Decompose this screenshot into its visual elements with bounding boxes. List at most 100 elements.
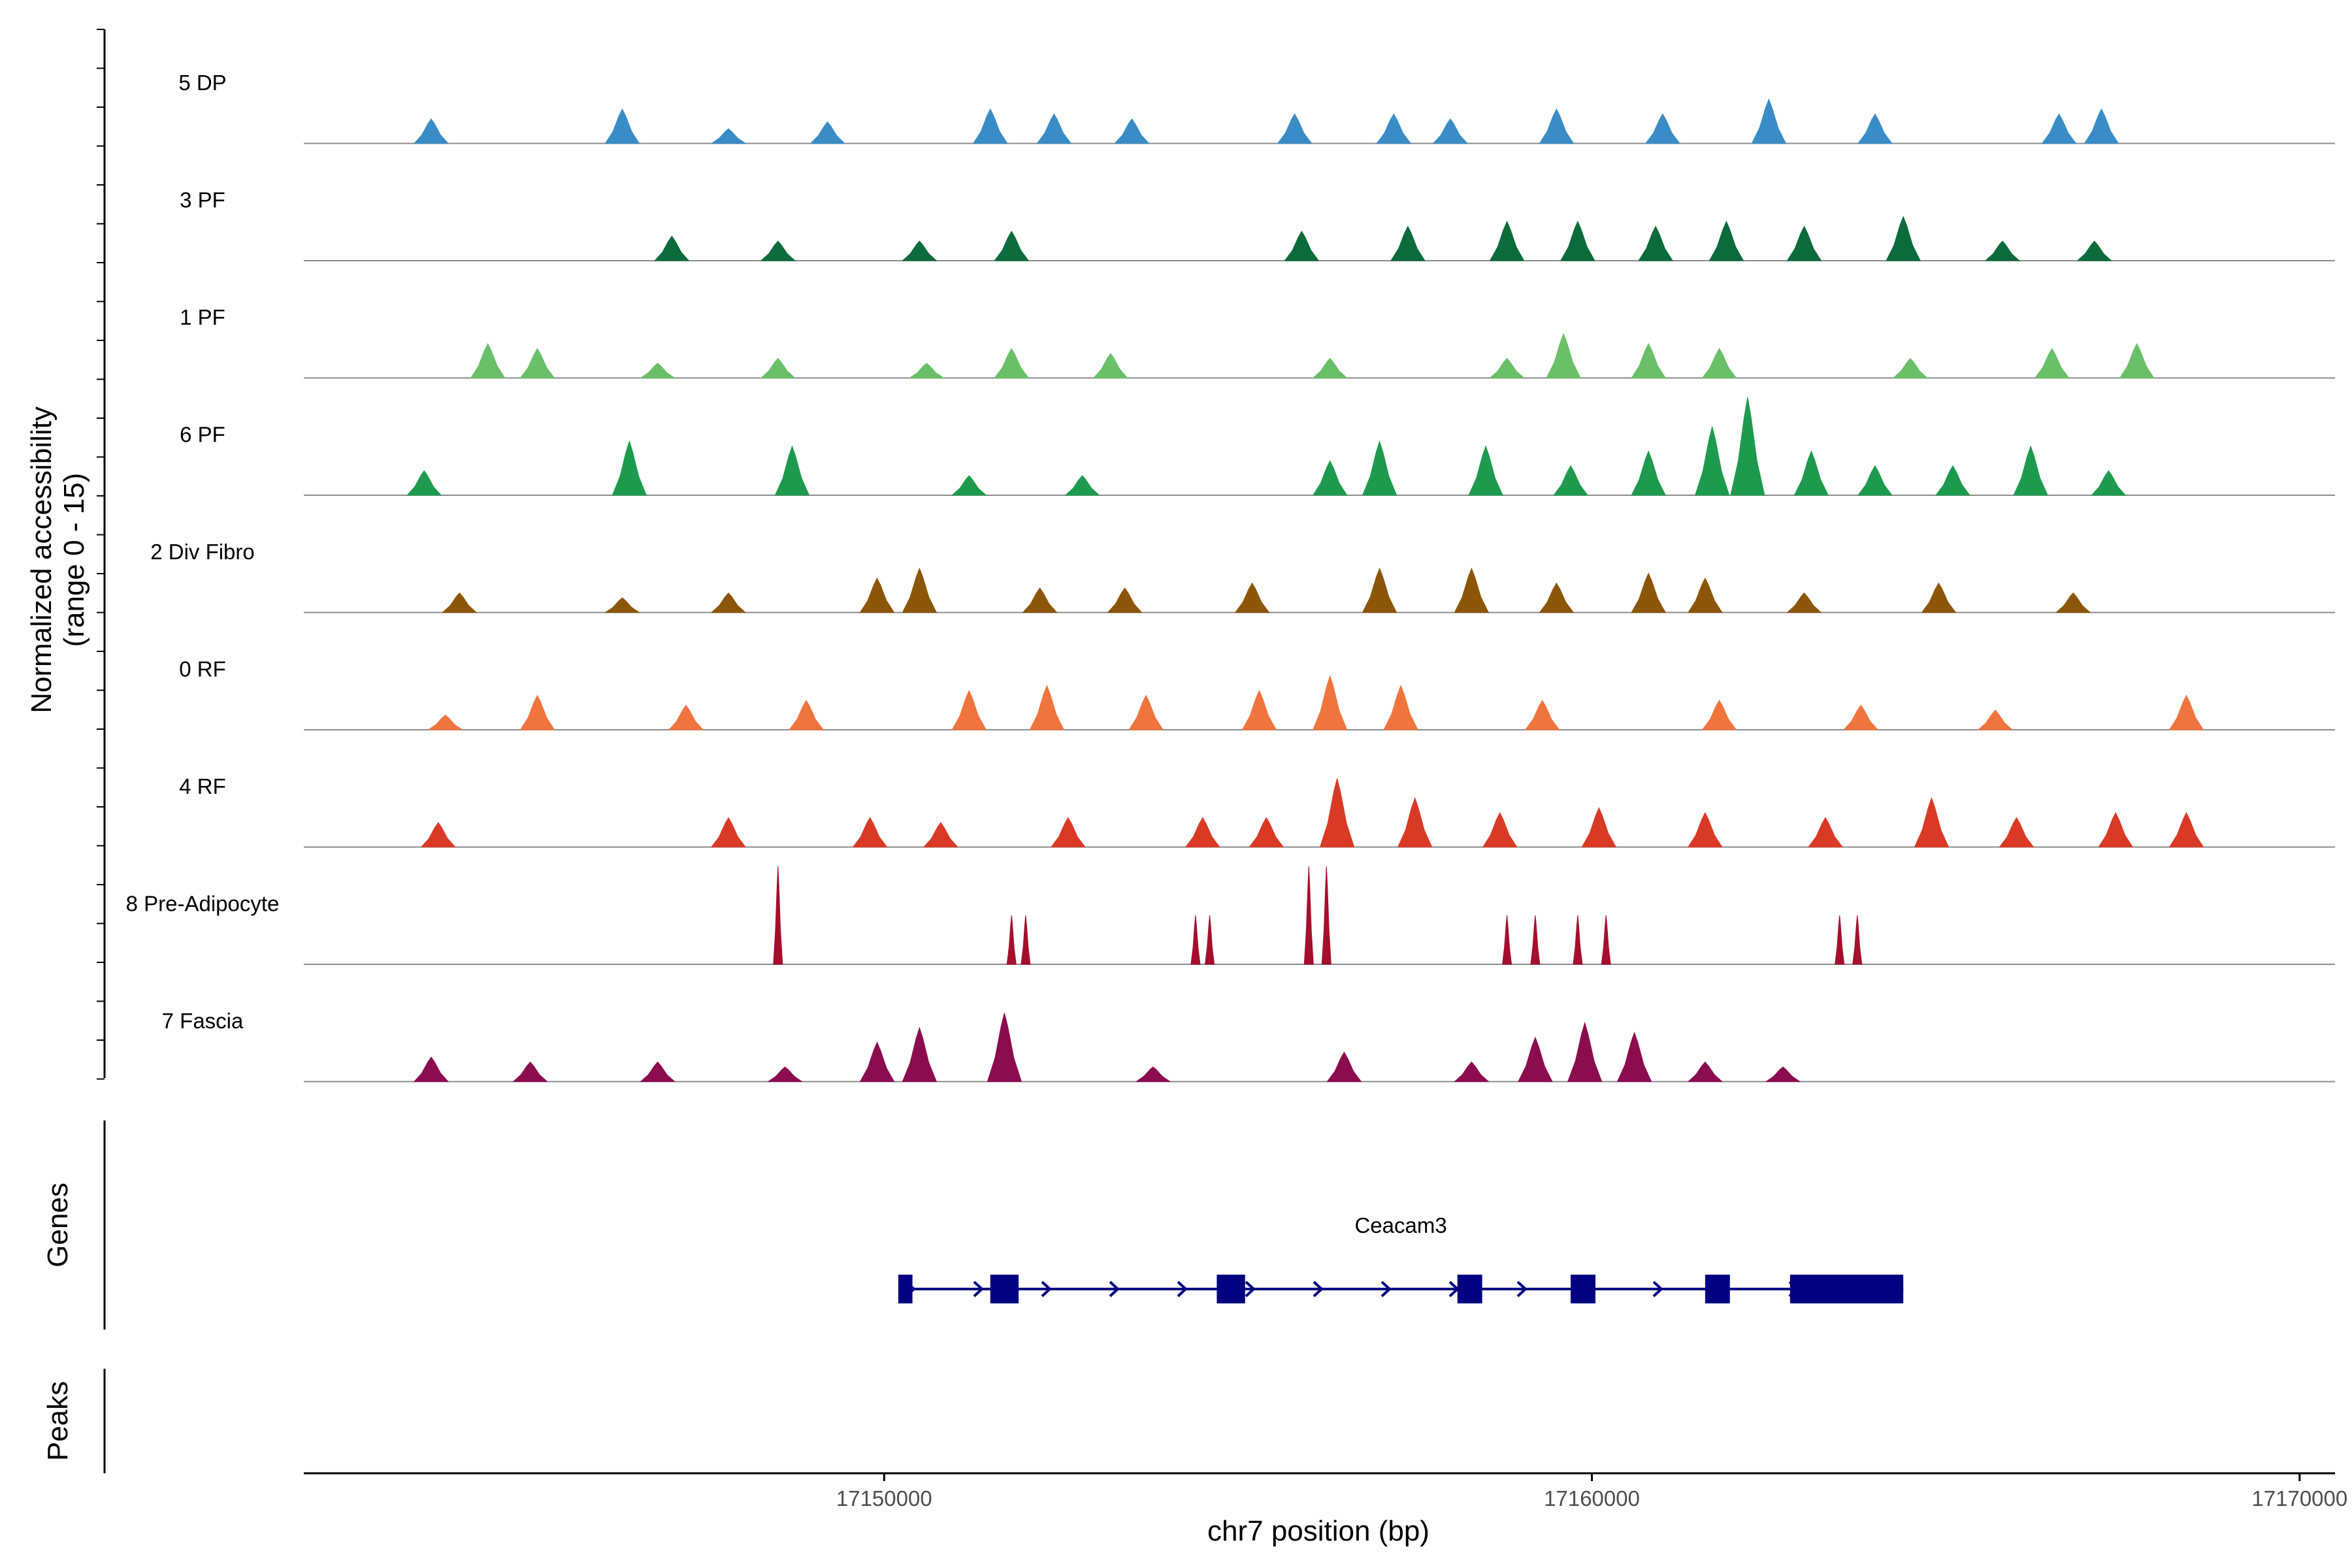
coverage-peak [902, 1026, 938, 1082]
coverage-peak [1312, 674, 1348, 730]
coverage-peak [420, 822, 456, 847]
coverage-peak [766, 1066, 804, 1082]
coverage-peak [1502, 915, 1512, 965]
coverage-peak [1241, 689, 1277, 730]
coverage-peak [1786, 225, 1822, 261]
coverage-peak [908, 363, 945, 378]
coverage-peak [640, 1061, 676, 1082]
coverage-peak [1984, 240, 2021, 261]
coverage-peak [1284, 231, 1320, 261]
coverage-peak [413, 118, 449, 144]
coverage-peak [2055, 592, 2091, 613]
coverage-peak [1701, 348, 1737, 378]
coverage-peak [1546, 333, 1582, 378]
coverage-peak [1524, 700, 1560, 730]
coverage-peak [1687, 1061, 1723, 1082]
coverage-peak [859, 577, 895, 613]
coverage-peak [760, 240, 796, 261]
coverage-peak [668, 704, 704, 730]
coverage-peak [1022, 587, 1058, 613]
coverage-peak [1321, 866, 1331, 965]
coverage-peak [1793, 450, 1829, 496]
coverage-peak [1249, 817, 1284, 847]
strand-arrow [1516, 1281, 1527, 1298]
coverage-peak [1921, 582, 1957, 613]
coverage-peak [1234, 582, 1270, 613]
coverage-peak [1383, 685, 1418, 730]
coverage-peak [1977, 710, 2014, 730]
strand-arrow [1313, 1281, 1324, 1298]
coverage-peak [1021, 915, 1031, 965]
coverage-peak [1312, 357, 1348, 378]
coverage-peak [1843, 704, 1879, 730]
coverage-peak [1489, 357, 1525, 378]
coverage-peak [1006, 915, 1017, 965]
gene-model [898, 1275, 1904, 1303]
coverage-peak [2098, 811, 2134, 847]
coverage-peak [2091, 470, 2127, 496]
coverage-peak [1530, 915, 1541, 965]
strand-arrow [973, 1281, 984, 1298]
coverage-peak [1454, 1061, 1490, 1082]
coverage-peak [809, 121, 845, 144]
x-tick-label: 17150000 [836, 1486, 932, 1511]
coverage-peak [994, 348, 1030, 378]
coverage-peak [774, 445, 810, 496]
coverage-peak [1553, 465, 1589, 496]
coverage-peak [2168, 811, 2204, 847]
x-axis-ticks: 17150000 17160000 17170000 [836, 1473, 2347, 1511]
track-7-fascia: 7 Fascia [162, 1009, 2335, 1083]
track-0-rf: 0 RF [179, 657, 2335, 730]
coverage-peak [1432, 118, 1469, 144]
coverage-peak [1601, 915, 1611, 965]
coverage-peak [1808, 817, 1843, 847]
coverage-peak [789, 700, 825, 730]
track-label: 8 Pre-Adipocyte [126, 892, 280, 916]
track-label: 1 PF [180, 305, 225, 329]
coverage-peak [2119, 342, 2155, 378]
coverage-peak [654, 235, 690, 261]
coverage-peak [2076, 240, 2113, 261]
coverage-peak [1886, 216, 1921, 261]
coverage-peak [1567, 1021, 1603, 1082]
track-label: 7 Fascia [162, 1009, 244, 1033]
coverage-peak [512, 1061, 548, 1082]
coverage-peak [604, 597, 641, 613]
coverage-peak [2041, 113, 2077, 144]
strand-arrow [1041, 1281, 1052, 1298]
coverage-peak [1128, 694, 1164, 730]
coverage-peak [1857, 113, 1893, 144]
coverage-peak [1573, 915, 1583, 965]
coverage-peak [1050, 817, 1086, 847]
coverage-peak [951, 689, 987, 730]
coverage-peak [1539, 582, 1575, 613]
coverage-peak [1190, 915, 1201, 965]
gene-exon [1457, 1275, 1482, 1303]
strand-arrow [1109, 1281, 1120, 1298]
coverage-peak [994, 231, 1030, 261]
gene-exon [898, 1275, 913, 1303]
coverage-peak [441, 592, 478, 613]
track-label: 4 RF [179, 774, 226, 798]
coverage-peak [852, 817, 888, 847]
coverage-peak [710, 592, 747, 613]
coverage-peak [1644, 113, 1680, 144]
coverage-peak [1765, 1066, 1801, 1082]
coverage-peak [1539, 108, 1575, 144]
coverage-peak [1482, 811, 1518, 847]
track-6-pf: 6 PF [180, 397, 2335, 496]
coverage-peak [711, 817, 746, 847]
track-label: 0 RF [179, 657, 226, 681]
coverage-peak [1631, 572, 1667, 613]
coverage-peak [2034, 348, 2070, 378]
coverage-peak [1631, 342, 1667, 378]
y-axis-title-line1: Normalized accessibility [25, 406, 57, 713]
track-label: 3 PF [180, 188, 225, 212]
coverage-peak [1376, 113, 1412, 144]
coverage-peak [1638, 225, 1674, 261]
coverage-peak [604, 108, 640, 144]
coverage-peak [470, 342, 506, 378]
coverage-peak [1708, 220, 1744, 261]
coverage-peak [1701, 700, 1737, 730]
